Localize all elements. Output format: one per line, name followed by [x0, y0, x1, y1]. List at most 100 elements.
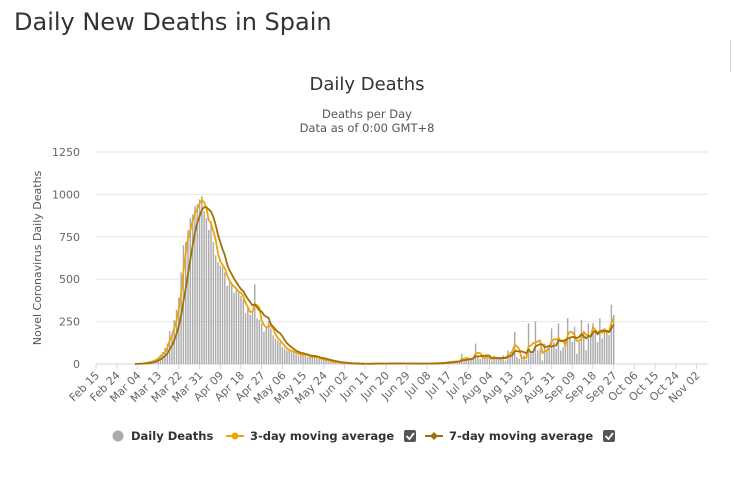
seven-day-average-line	[135, 206, 615, 365]
daily-deaths-bar	[334, 362, 336, 364]
daily-deaths-bar	[231, 284, 233, 364]
daily-deaths-bar	[548, 347, 550, 364]
legend-item-daily-deaths[interactable]: Daily Deaths	[131, 429, 213, 443]
daily-deaths-bar	[553, 341, 555, 364]
daily-deaths-bar	[316, 358, 318, 364]
chart-subtitle-2: Data as of 0:00 GMT+8	[300, 121, 435, 135]
daily-deaths-bar	[332, 361, 334, 364]
daily-deaths-bar	[219, 265, 221, 364]
legend-item-three-day-average[interactable]: 3-day moving average	[250, 429, 394, 443]
daily-deaths-bar	[523, 355, 525, 364]
daily-deaths-bar	[189, 218, 192, 364]
daily-deaths-bar	[251, 313, 254, 364]
daily-deaths-bar	[477, 357, 479, 364]
daily-deaths-bar	[256, 318, 258, 364]
daily-deaths-bar	[263, 331, 265, 364]
daily-deaths-bar	[504, 360, 507, 364]
daily-deaths-bar	[458, 361, 461, 364]
avg7-toggle-checkbox[interactable]	[603, 430, 615, 442]
daily-deaths-bar	[525, 359, 527, 364]
daily-deaths-bar	[592, 323, 594, 364]
daily-deaths-bar	[290, 352, 293, 364]
daily-deaths-bar	[488, 358, 491, 364]
y-axis-label: Novel Coronavirus Daily Deaths	[31, 170, 44, 345]
legend-avg7-marker	[430, 432, 438, 440]
daily-deaths-bar	[281, 347, 284, 364]
daily-deaths-bar	[564, 340, 567, 364]
daily-deaths-bar	[594, 331, 596, 364]
daily-deaths-bar	[497, 358, 500, 364]
daily-deaths-bar	[221, 267, 224, 364]
daily-deaths-bar	[468, 358, 470, 364]
daily-deaths-bar	[168, 330, 171, 364]
y-tick-label: 1250	[52, 146, 80, 159]
daily-deaths-bar	[520, 358, 523, 364]
daily-deaths-bar	[493, 355, 495, 364]
daily-deaths-bar	[311, 357, 313, 364]
y-tick-labels: 0 250 500 750 1000 1250	[52, 146, 80, 371]
daily-deaths-bar	[214, 255, 217, 364]
daily-deaths-bar	[589, 335, 592, 364]
daily-deaths-bar	[242, 299, 244, 364]
daily-deaths-bar	[240, 296, 242, 364]
daily-deaths-bar	[527, 323, 530, 364]
daily-deaths-bar	[198, 199, 201, 364]
daily-deaths-bar	[226, 285, 228, 364]
daily-deaths-bar	[583, 333, 585, 364]
daily-deaths-bar	[578, 341, 580, 364]
legend-item-seven-day-average[interactable]: 7-day moving average	[449, 429, 593, 443]
daily-deaths-bar	[212, 241, 215, 364]
daily-deaths-bar	[237, 292, 240, 364]
legend-bar-marker	[112, 430, 124, 442]
daily-deaths-bar	[187, 230, 189, 364]
daily-deaths-bar	[235, 289, 238, 364]
daily-deaths-bar	[265, 326, 267, 364]
y-tick-label: 250	[59, 316, 80, 329]
daily-deaths-bar	[500, 357, 502, 364]
daily-deaths-bar	[295, 353, 297, 364]
daily-deaths-bar	[210, 221, 212, 364]
daily-deaths-bar	[191, 214, 194, 364]
daily-deaths-bar	[329, 361, 332, 364]
daily-deaths-bar	[486, 357, 488, 364]
daily-deaths-bar	[479, 358, 481, 364]
y-tick-label: 0	[73, 358, 80, 371]
daily-deaths-bar	[336, 362, 339, 364]
daily-deaths-bar	[194, 206, 196, 364]
daily-deaths-bar	[484, 358, 486, 364]
daily-deaths-bar	[247, 308, 249, 364]
daily-deaths-bar	[224, 272, 226, 364]
daily-deaths-bar	[279, 341, 281, 364]
daily-deaths-bar	[304, 354, 307, 364]
daily-deaths-bar	[313, 356, 316, 364]
daily-deaths-bar	[571, 341, 573, 364]
daily-deaths-bar	[178, 297, 180, 364]
daily-deaths-bar	[272, 335, 274, 364]
daily-deaths-bar	[258, 319, 261, 364]
daily-deaths-bar	[610, 304, 613, 364]
daily-deaths-bar	[560, 350, 562, 364]
daily-deaths-bar	[502, 355, 504, 364]
avg3-toggle-checkbox[interactable]	[404, 430, 416, 442]
daily-deaths-bar	[576, 353, 578, 364]
daily-deaths-bar	[286, 350, 288, 364]
daily-deaths-bar	[516, 357, 518, 364]
daily-deaths-bar	[530, 353, 532, 364]
daily-deaths-bar	[472, 357, 475, 364]
page-title: Daily New Deaths in Spain	[14, 8, 332, 36]
y-tick-label: 500	[59, 273, 80, 286]
daily-deaths-bar	[573, 326, 576, 364]
daily-deaths-bar	[569, 336, 571, 364]
daily-deaths-bar	[509, 352, 511, 364]
daily-deaths-bar	[196, 204, 198, 364]
daily-deaths-bar	[514, 331, 516, 364]
daily-deaths-bar	[532, 352, 534, 364]
daily-deaths-bar	[300, 354, 302, 364]
chart-title: Daily Deaths	[309, 74, 424, 95]
y-tick-label: 750	[59, 231, 80, 244]
daily-deaths-bar	[541, 360, 544, 364]
daily-deaths-bar	[491, 360, 493, 364]
daily-deaths-bar	[470, 359, 472, 364]
daily-deaths-bar	[518, 358, 521, 364]
